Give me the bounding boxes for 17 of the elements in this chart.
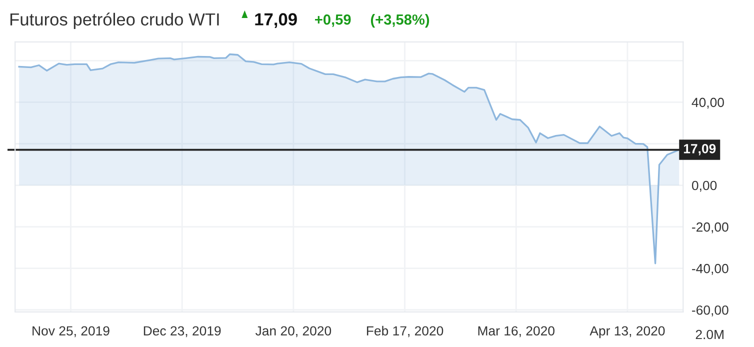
x-tick-label: Feb 17, 2020 <box>366 326 444 338</box>
text: +0,59 <box>315 14 351 27</box>
y-tick-label: -60,00 <box>692 305 728 316</box>
x-tick-label: Nov 25, 2019 <box>32 326 110 338</box>
text: 2.0M <box>696 330 724 340</box>
y-tick-label: 40,00 <box>692 98 724 109</box>
y-tick-label: -40,00 <box>692 264 728 275</box>
x-tick-label: Jan 20, 2020 <box>255 326 332 338</box>
x-tick-label: Mar 16, 2020 <box>478 326 554 338</box>
y-tick-label: -20,00 <box>692 222 728 234</box>
x-tick-label: Dec 23, 2019 <box>144 326 221 338</box>
text: (+3,58%) <box>370 14 430 28</box>
text: 17,09 <box>255 13 297 28</box>
x-tick-label: Apr 13, 2020 <box>590 326 665 338</box>
y-tick-label: 0,00 <box>692 180 717 192</box>
ref-line-label: 17,09 <box>684 144 716 156</box>
chart-title: Futuros petróleo crudo WTI <box>10 12 219 30</box>
